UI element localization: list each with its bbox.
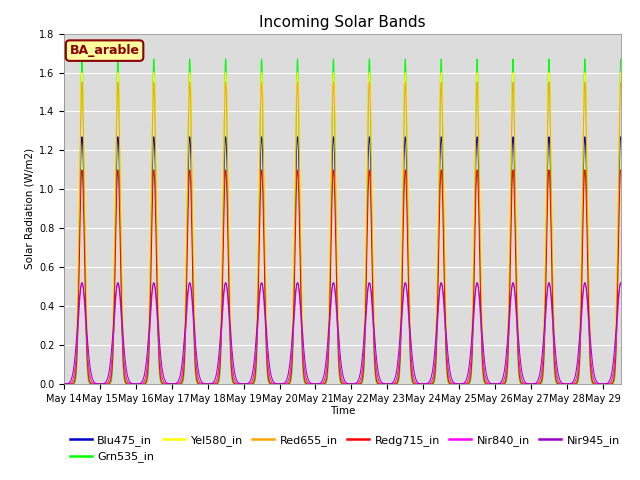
Nir945_in: [207, 381, 215, 386]
Red655_in: [568, 381, 576, 387]
Redg715_in: [459, 381, 467, 387]
Yel580_in: [60, 381, 68, 387]
Nir840_in: [228, 355, 236, 360]
Yel580_in: [228, 343, 236, 349]
Line: Yel580_in: Yel580_in: [64, 72, 621, 384]
Nir840_in: [517, 373, 525, 379]
Red655_in: [617, 79, 625, 85]
Yel580_in: [102, 381, 110, 387]
Red655_in: [517, 379, 525, 385]
Y-axis label: Solar Radiation (W/m2): Solar Radiation (W/m2): [25, 148, 35, 269]
Nir840_in: [459, 381, 467, 387]
Grn535_in: [102, 381, 110, 387]
Red655_in: [60, 381, 68, 387]
Nir840_in: [568, 381, 576, 387]
Red655_in: [207, 381, 215, 387]
Blu475_in: [228, 351, 236, 357]
Redg715_in: [102, 381, 110, 387]
Redg715_in: [517, 380, 525, 385]
Redg715_in: [207, 381, 215, 387]
Blu475_in: [60, 381, 68, 387]
Line: Redg715_in: Redg715_in: [64, 170, 621, 384]
Redg715_in: [228, 368, 236, 373]
Redg715_in: [60, 381, 68, 387]
Grn535_in: [207, 381, 215, 387]
Yel580_in: [617, 70, 625, 75]
Nir945_in: [517, 364, 525, 370]
Redg715_in: [568, 381, 576, 387]
Nir840_in: [60, 381, 68, 387]
Line: Nir840_in: Nir840_in: [64, 283, 621, 384]
Blu475_in: [617, 134, 625, 140]
Red655_in: [228, 362, 236, 368]
Red655_in: [459, 381, 467, 387]
Grn535_in: [60, 381, 68, 387]
Grn535_in: [568, 381, 576, 387]
Redg715_in: [617, 167, 625, 173]
Red655_in: [102, 381, 110, 387]
Nir840_in: [207, 381, 215, 387]
Legend: Blu475_in, Grn535_in, Yel580_in, Red655_in, Redg715_in, Nir840_in, Nir945_in: Blu475_in, Grn535_in, Yel580_in, Red655_…: [70, 435, 620, 462]
Yel580_in: [207, 381, 215, 387]
Line: Grn535_in: Grn535_in: [64, 59, 621, 384]
Grn535_in: [617, 56, 625, 62]
Nir945_in: [568, 380, 576, 385]
Nir840_in: [102, 381, 110, 386]
Yel580_in: [568, 381, 576, 387]
Nir945_in: [617, 280, 625, 286]
Blu475_in: [207, 381, 215, 387]
Nir840_in: [617, 280, 625, 286]
Nir945_in: [228, 341, 236, 347]
Blu475_in: [568, 381, 576, 387]
Title: Incoming Solar Bands: Incoming Solar Bands: [259, 15, 426, 30]
Blu475_in: [102, 381, 110, 387]
Yel580_in: [517, 375, 525, 381]
Blu475_in: [517, 376, 525, 382]
Line: Red655_in: Red655_in: [64, 82, 621, 384]
Line: Nir945_in: Nir945_in: [64, 283, 621, 384]
Yel580_in: [459, 381, 467, 387]
Text: BA_arable: BA_arable: [70, 44, 140, 57]
Nir945_in: [102, 379, 110, 384]
Nir945_in: [60, 381, 68, 387]
Grn535_in: [517, 381, 525, 386]
Nir945_in: [459, 381, 467, 386]
Blu475_in: [459, 381, 467, 387]
X-axis label: Time: Time: [330, 407, 355, 417]
Grn535_in: [459, 381, 467, 387]
Line: Blu475_in: Blu475_in: [64, 137, 621, 384]
Grn535_in: [228, 373, 236, 379]
